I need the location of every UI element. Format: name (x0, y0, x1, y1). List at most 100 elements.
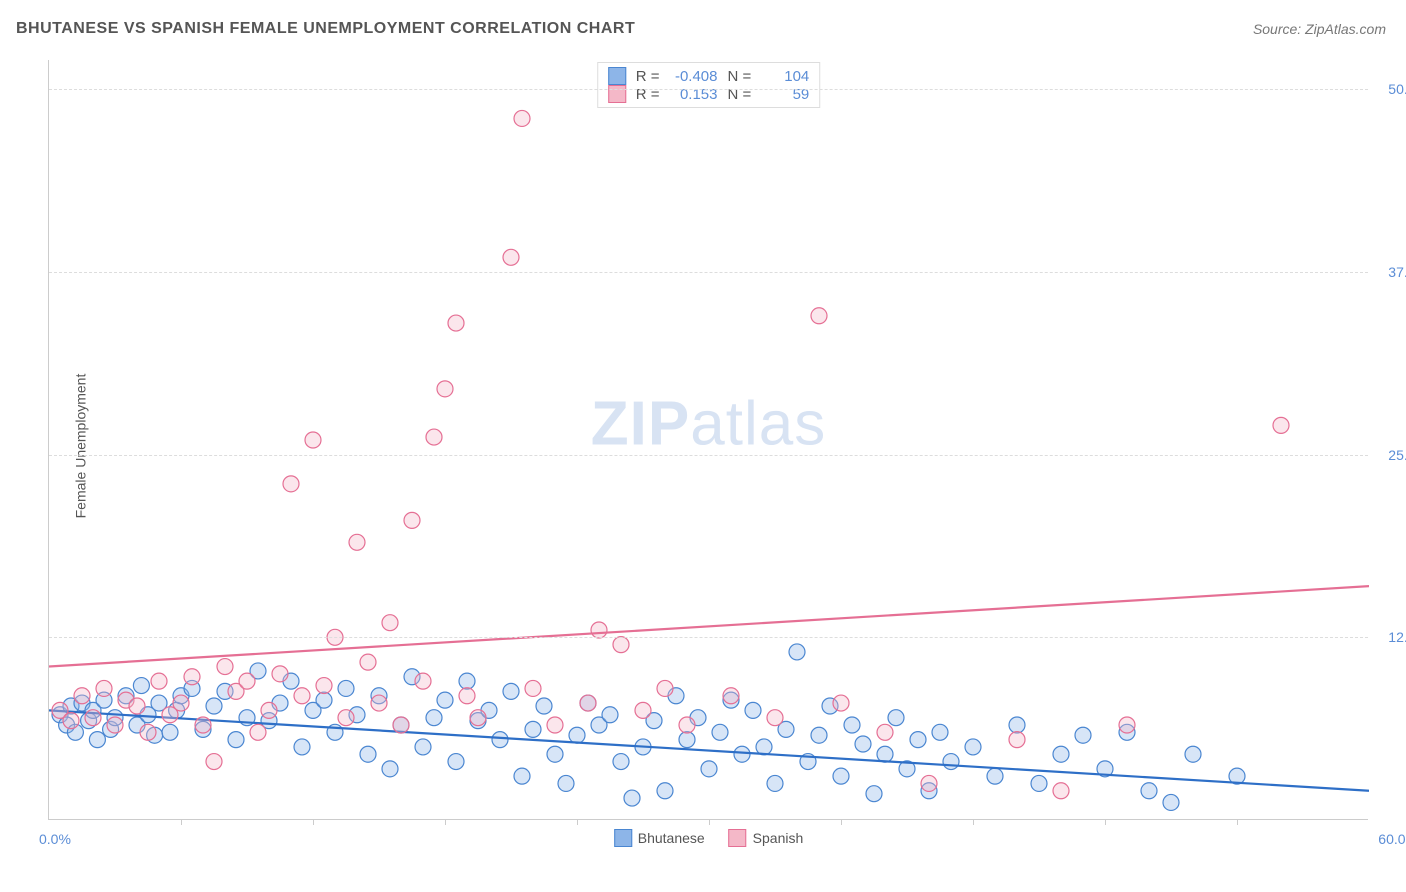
data-point (206, 698, 222, 714)
data-point (162, 724, 178, 740)
trend-line (49, 710, 1369, 790)
data-point (789, 644, 805, 660)
data-point (437, 381, 453, 397)
data-point (965, 739, 981, 755)
y-tick-label: 12.5% (1388, 629, 1406, 645)
data-point (426, 710, 442, 726)
plot-area: ZIPatlas R =-0.408N =104R =0.153N =59 0.… (48, 60, 1368, 820)
data-point (591, 622, 607, 638)
legend-item: Bhutanese (614, 829, 705, 847)
data-point (602, 707, 618, 723)
data-point (371, 695, 387, 711)
x-tick (1237, 819, 1238, 825)
gridline (49, 455, 1368, 456)
chart-container: BHUTANESE VS SPANISH FEMALE UNEMPLOYMENT… (0, 0, 1406, 892)
y-tick-label: 37.5% (1388, 264, 1406, 280)
gridline (49, 272, 1368, 273)
data-point (932, 724, 948, 740)
data-point (272, 666, 288, 682)
data-point (767, 710, 783, 726)
data-point (624, 790, 640, 806)
data-point (679, 732, 695, 748)
data-point (1031, 775, 1047, 791)
data-point (745, 702, 761, 718)
data-point (393, 717, 409, 733)
data-point (1053, 783, 1069, 799)
data-point (448, 315, 464, 331)
data-point (250, 724, 266, 740)
y-tick-label: 50.0% (1388, 81, 1406, 97)
data-point (1119, 717, 1135, 733)
data-point (866, 786, 882, 802)
data-point (679, 717, 695, 733)
data-point (74, 688, 90, 704)
data-point (89, 732, 105, 748)
data-point (734, 746, 750, 762)
data-point (1273, 417, 1289, 433)
x-tick (181, 819, 182, 825)
x-tick (841, 819, 842, 825)
data-point (514, 768, 530, 784)
data-point (503, 683, 519, 699)
data-point (1053, 746, 1069, 762)
data-point (316, 692, 332, 708)
legend-swatch (729, 829, 747, 847)
data-point (1075, 727, 1091, 743)
data-point (712, 724, 728, 740)
data-point (470, 710, 486, 726)
data-point (415, 673, 431, 689)
data-point (316, 678, 332, 694)
data-point (987, 768, 1003, 784)
data-point (448, 754, 464, 770)
data-point (1163, 794, 1179, 810)
data-point (943, 754, 959, 770)
data-point (492, 732, 508, 748)
legend-label: Spanish (753, 830, 804, 846)
header: BHUTANESE VS SPANISH FEMALE UNEMPLOYMENT… (16, 20, 1386, 38)
data-point (338, 680, 354, 696)
legend-swatch (614, 829, 632, 847)
data-point (459, 673, 475, 689)
data-point (613, 754, 629, 770)
data-point (514, 110, 530, 126)
x-axis-max-label: 60.0% (1378, 831, 1406, 847)
data-point (261, 702, 277, 718)
data-point (133, 678, 149, 694)
stats-row: R =-0.408N =104 (608, 67, 810, 85)
chart-title: BHUTANESE VS SPANISH FEMALE UNEMPLOYMENT… (16, 20, 635, 38)
data-point (437, 692, 453, 708)
data-point (844, 717, 860, 733)
data-point (580, 695, 596, 711)
data-point (283, 476, 299, 492)
gridline (49, 637, 1368, 638)
data-point (635, 702, 651, 718)
x-tick (973, 819, 974, 825)
data-point (1009, 732, 1025, 748)
data-point (360, 654, 376, 670)
data-point (151, 673, 167, 689)
data-point (547, 746, 563, 762)
y-tick-label: 25.0% (1388, 447, 1406, 463)
data-point (294, 688, 310, 704)
data-point (833, 768, 849, 784)
data-point (657, 783, 673, 799)
data-point (525, 721, 541, 737)
x-axis-min-label: 0.0% (39, 831, 71, 847)
data-point (195, 717, 211, 733)
data-point (888, 710, 904, 726)
data-point (723, 688, 739, 704)
source-attribution: Source: ZipAtlas.com (1253, 21, 1386, 37)
data-point (1185, 746, 1201, 762)
legend-label: Bhutanese (638, 830, 705, 846)
data-point (558, 775, 574, 791)
data-point (382, 761, 398, 777)
stats-row: R =0.153N =59 (608, 85, 810, 103)
data-point (217, 659, 233, 675)
data-point (921, 775, 937, 791)
data-point (767, 775, 783, 791)
data-point (85, 710, 101, 726)
data-point (426, 429, 442, 445)
data-point (503, 249, 519, 265)
data-point (228, 732, 244, 748)
legend-item: Spanish (729, 829, 804, 847)
